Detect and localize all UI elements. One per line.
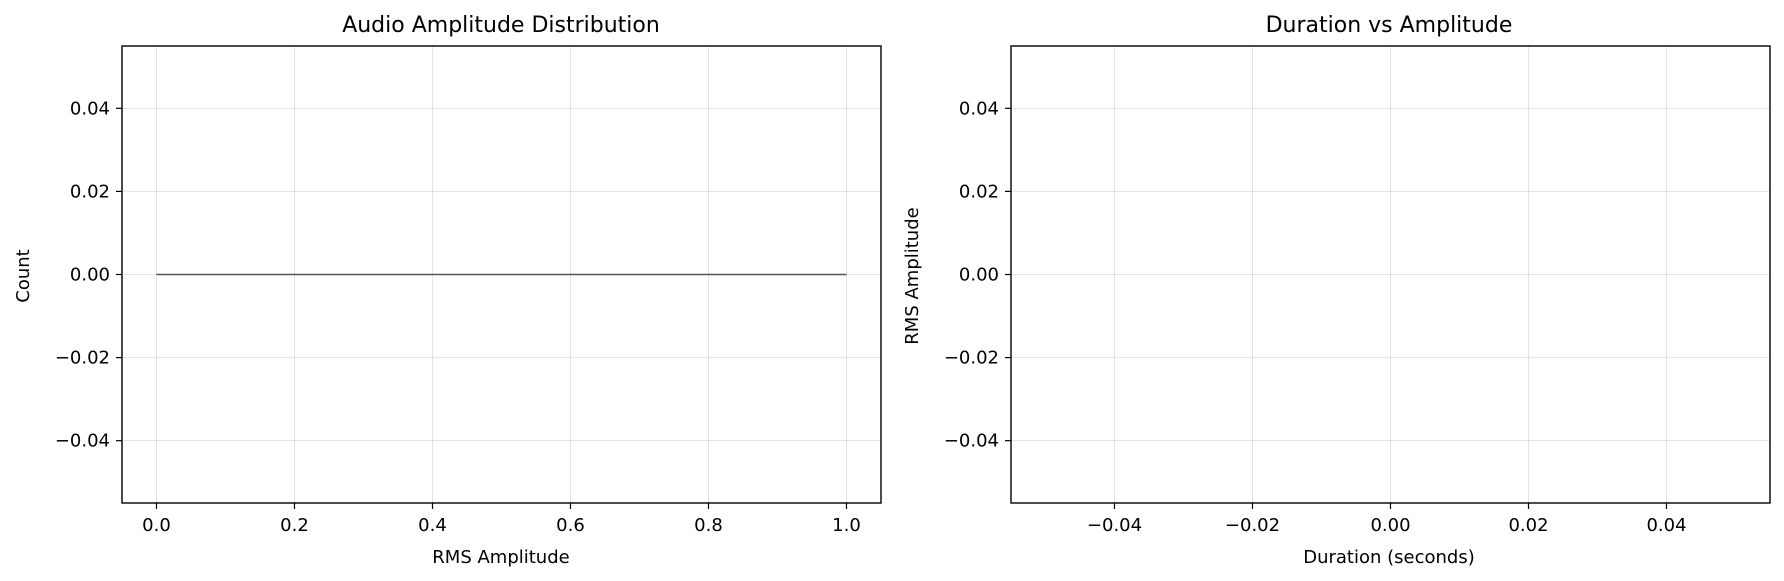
y-tick-label: 0.04 <box>70 98 110 119</box>
amplitude-distribution-chart: Audio Amplitude Distribution RMS Amplitu… <box>13 13 882 568</box>
x-tick-label: 0.2 <box>280 515 309 536</box>
x-tick-label: 0.8 <box>694 515 723 536</box>
y-tick-label: 0.00 <box>959 265 999 286</box>
y-axis-label: Count <box>13 249 34 302</box>
x-tick-label: 0.6 <box>556 515 585 536</box>
y-tick-label: −0.04 <box>944 431 999 452</box>
y-axis-label: RMS Amplitude <box>902 207 923 344</box>
x-tick-label: 0.4 <box>418 515 447 536</box>
x-axis-label: RMS Amplitude <box>432 547 569 568</box>
y-tick-label: −0.02 <box>944 348 999 369</box>
y-tick-label: 0.02 <box>70 181 110 202</box>
x-axis-label: Duration (seconds) <box>1303 547 1475 568</box>
chart-title: Audio Amplitude Distribution <box>342 13 660 38</box>
x-tick-label: 0.04 <box>1646 515 1686 536</box>
x-tick-label: −0.04 <box>1087 515 1142 536</box>
x-tick-label: 0.02 <box>1508 515 1548 536</box>
chart-title: Duration vs Amplitude <box>1266 13 1513 38</box>
x-tick-label: 0.0 <box>142 515 171 536</box>
x-tick-label: −0.02 <box>1225 515 1280 536</box>
y-tick-label: −0.04 <box>55 431 110 452</box>
y-tick-label: 0.00 <box>70 265 110 286</box>
x-tick-label: 1.0 <box>832 515 861 536</box>
y-tick-label: −0.02 <box>55 348 110 369</box>
duration-vs-amplitude-chart: Duration vs Amplitude Duration (seconds)… <box>902 13 1771 568</box>
x-tick-label: 0.00 <box>1370 515 1410 536</box>
y-tick-label: 0.02 <box>959 181 999 202</box>
y-tick-label: 0.04 <box>959 98 999 119</box>
